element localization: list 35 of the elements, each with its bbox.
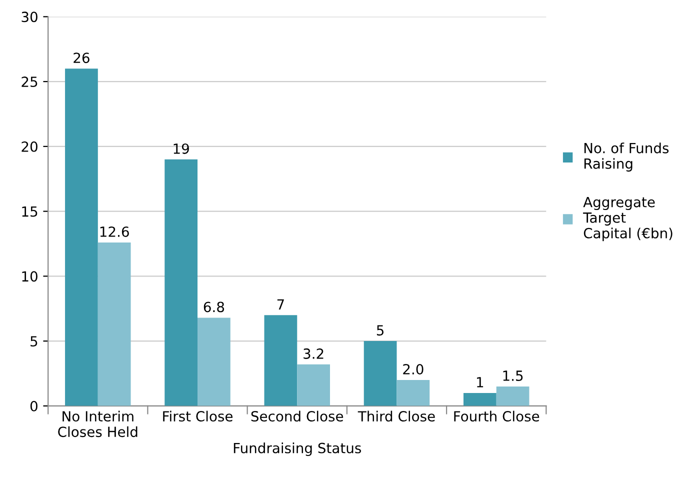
x-tick-label: Third Close (358, 410, 435, 422)
bar (98, 242, 131, 406)
data-label: 12.6 (100, 226, 129, 237)
data-label: 19 (174, 143, 189, 154)
bar (65, 68, 98, 406)
x-tick-label: Fourth Close (454, 410, 540, 422)
x-tick-label: First Close (163, 410, 233, 422)
bar (396, 380, 430, 406)
bar (264, 315, 298, 406)
x-tick-label: Second Close (251, 410, 344, 422)
legend-label: No. of Funds Raising (584, 142, 669, 172)
data-label: 2.0 (403, 364, 424, 375)
data-label: 5 (376, 325, 384, 336)
y-tick-label: 5 (30, 336, 38, 347)
bar (496, 386, 530, 406)
y-tick-label: 15 (22, 206, 38, 217)
y-tick-label: 0 (30, 400, 38, 412)
bar (164, 159, 198, 406)
bar (463, 392, 496, 406)
data-label: 1 (477, 377, 484, 388)
y-tick-label: 30 (22, 12, 38, 22)
data-label: 6.8 (204, 302, 224, 312)
y-tick-label: 10 (22, 271, 38, 282)
data-label: 1.5 (503, 370, 523, 381)
bar (364, 341, 397, 406)
data-label: 3.2 (304, 348, 324, 359)
bar (198, 318, 230, 406)
legend-label: Aggregate Target Capital (€bn) (583, 197, 672, 242)
bar (297, 364, 330, 406)
y-tick-label: 20 (22, 141, 38, 152)
data-label: 26 (74, 52, 90, 64)
y-tick-label: 25 (22, 76, 38, 88)
x-tick-label: No Interim Closes Held (58, 410, 138, 438)
data-label: 7 (277, 299, 284, 310)
x-axis-title: Fundraising Status (234, 442, 362, 456)
